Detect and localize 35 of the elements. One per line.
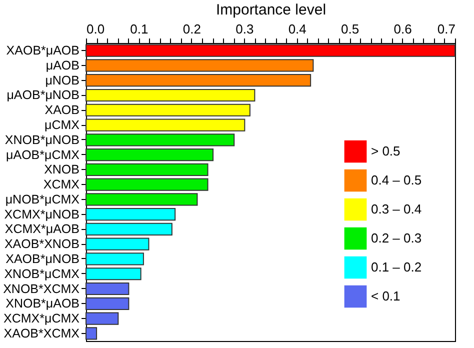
y-tick-label: XAOB*XCMX (4, 326, 80, 340)
x-tick-label: 0.2 (182, 22, 201, 36)
y-tick-label: XNOB*XCMX (3, 282, 80, 296)
y-tick-label: XCMX*μCMX (4, 312, 80, 326)
y-tick-label: XAOB*μNOB (6, 252, 80, 266)
y-tick-label: μNOB*μCMX (5, 192, 80, 206)
y-tick-label: XAOB*μAOB (6, 44, 80, 58)
y-tick-label: XCMX*μAOB (4, 222, 80, 236)
legend-label: 0.1 – 0.2 (371, 260, 422, 274)
x-tick-label: 0.1 (130, 22, 148, 36)
y-tick-label: XNOB*μNOB (4, 132, 80, 147)
legend-label: 0.3 – 0.4 (371, 202, 422, 216)
y-tick-label: XNOB (44, 162, 80, 177)
x-tick-label: 0.7 (437, 22, 456, 36)
y-tick-label: μAOB*μCMX (6, 148, 80, 162)
y-tick-label: μCMX (44, 118, 80, 132)
y-tick-label: μAOB*μNOB (6, 88, 80, 102)
legend-label: > 0.5 (371, 144, 400, 158)
y-tick-label: XCMX (43, 178, 80, 192)
y-tick-label: XNOB*μCMX (4, 266, 80, 281)
legend-label: 0.4 – 0.5 (371, 172, 422, 188)
y-tick-label: μNOB (45, 73, 80, 88)
y-tick-label: XCMX*μNOB (4, 207, 80, 222)
legend-label: < 0.1 (371, 288, 400, 304)
y-tick-label: μAOB (46, 58, 80, 72)
x-tick-label: 0.0 (86, 22, 105, 36)
x-tick-label: 0.5 (341, 22, 360, 36)
x-axis-title: Importance level (216, 2, 326, 18)
y-tick-label: XNOB*μAOB (6, 296, 80, 311)
x-tick-label: 0.4 (288, 22, 306, 36)
legend-label: 0.2 – 0.3 (371, 230, 422, 246)
x-tick-label: 0.6 (394, 22, 412, 36)
y-tick-label: XAOB (44, 103, 80, 118)
y-tick-label: XAOB*XNOB (4, 237, 80, 252)
x-tick-label: 0.3 (236, 22, 254, 36)
